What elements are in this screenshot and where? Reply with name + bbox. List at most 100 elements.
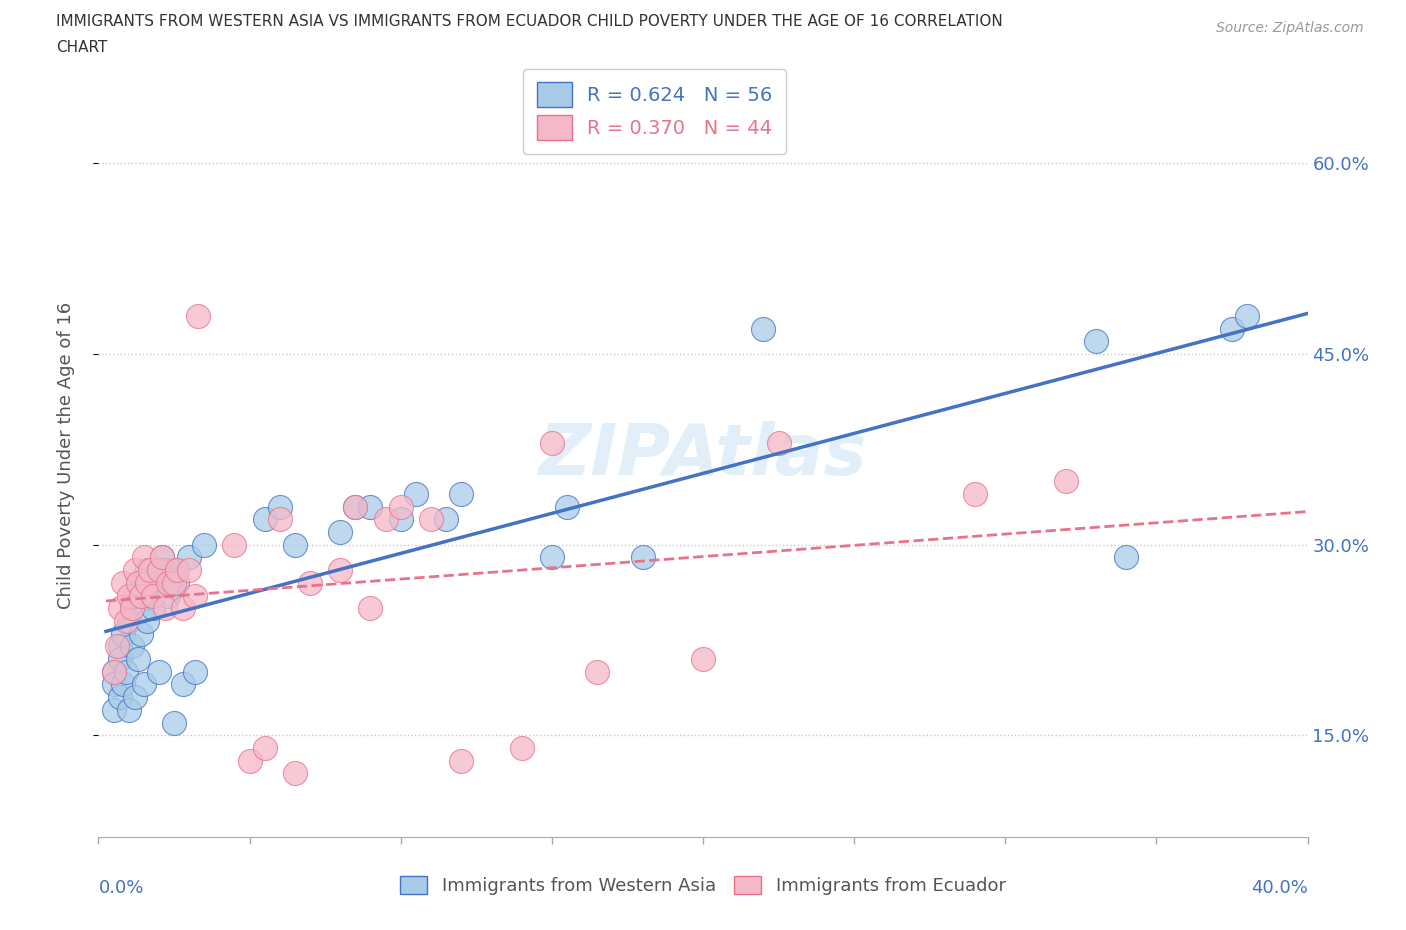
Point: [103, 677, 125, 692]
Point: [135, 614, 157, 629]
Point: [150, 550, 173, 565]
Point: [179, 550, 201, 565]
Point: [389, 499, 412, 514]
Point: [1115, 550, 1137, 565]
Point: [121, 639, 143, 654]
Point: [284, 766, 307, 781]
Point: [129, 588, 152, 603]
Point: [135, 576, 157, 591]
Point: [145, 576, 167, 591]
Point: [114, 614, 136, 629]
Text: Source: ZipAtlas.com: Source: ZipAtlas.com: [1216, 21, 1364, 35]
Point: [139, 588, 162, 603]
Point: [148, 563, 170, 578]
Point: [224, 538, 246, 552]
Point: [139, 563, 162, 578]
Point: [103, 664, 125, 679]
Point: [111, 677, 134, 692]
Point: [132, 677, 155, 692]
Point: [121, 601, 143, 616]
Point: [450, 486, 472, 501]
Point: [108, 652, 131, 667]
Point: [153, 563, 176, 578]
Point: [103, 702, 125, 717]
Point: [127, 576, 149, 591]
Point: [752, 321, 775, 336]
Point: [127, 652, 149, 667]
Point: [1085, 334, 1108, 349]
Point: [111, 576, 134, 591]
Point: [329, 525, 352, 539]
Point: [284, 538, 307, 552]
Point: [1054, 473, 1077, 488]
Point: [360, 499, 382, 514]
Point: [965, 486, 987, 501]
Point: [108, 690, 131, 705]
Point: [1220, 321, 1243, 336]
Point: [692, 652, 714, 667]
Point: [142, 588, 165, 603]
Point: [344, 499, 367, 514]
Point: [163, 715, 186, 730]
Point: [153, 601, 176, 616]
Point: [586, 664, 609, 679]
Point: [420, 512, 443, 526]
Point: [103, 664, 125, 679]
Point: [156, 576, 179, 591]
Point: [114, 664, 136, 679]
Point: [253, 512, 276, 526]
Point: [253, 740, 276, 755]
Point: [127, 576, 149, 591]
Text: IMMIGRANTS FROM WESTERN ASIA VS IMMIGRANTS FROM ECUADOR CHILD POVERTY UNDER THE : IMMIGRANTS FROM WESTERN ASIA VS IMMIGRAN…: [56, 14, 1002, 29]
Point: [360, 601, 382, 616]
Point: [329, 563, 352, 578]
Point: [187, 309, 209, 324]
Point: [129, 626, 152, 641]
Point: [118, 702, 141, 717]
Point: [631, 550, 654, 565]
Point: [179, 563, 201, 578]
Point: [166, 576, 188, 591]
Point: [239, 753, 262, 768]
Point: [148, 664, 170, 679]
Point: [434, 512, 457, 526]
Point: [160, 576, 183, 591]
Point: [142, 601, 165, 616]
Point: [148, 563, 170, 578]
Point: [118, 614, 141, 629]
Point: [166, 563, 188, 578]
Point: [124, 588, 146, 603]
Point: [450, 753, 472, 768]
Y-axis label: Child Poverty Under the Age of 16: Child Poverty Under the Age of 16: [56, 302, 75, 609]
Point: [172, 677, 194, 692]
Point: [269, 512, 291, 526]
Point: [540, 435, 562, 450]
Point: [108, 601, 131, 616]
Point: [184, 664, 207, 679]
Text: CHART: CHART: [56, 40, 108, 55]
Point: [344, 499, 367, 514]
Point: [121, 601, 143, 616]
Text: 0.0%: 0.0%: [98, 879, 143, 897]
Text: ZIPAtlas: ZIPAtlas: [538, 421, 868, 490]
Point: [132, 550, 155, 565]
Point: [374, 512, 396, 526]
Point: [156, 588, 179, 603]
Point: [105, 639, 128, 654]
Point: [193, 538, 215, 552]
Point: [118, 588, 141, 603]
Point: [150, 550, 173, 565]
Point: [540, 550, 562, 565]
Point: [555, 499, 578, 514]
Point: [132, 576, 155, 591]
Point: [510, 740, 533, 755]
Point: [163, 576, 186, 591]
Point: [1236, 309, 1258, 324]
Point: [172, 601, 194, 616]
Point: [184, 588, 207, 603]
Point: [163, 563, 186, 578]
Point: [124, 563, 146, 578]
Point: [768, 435, 790, 450]
Point: [269, 499, 291, 514]
Point: [124, 690, 146, 705]
